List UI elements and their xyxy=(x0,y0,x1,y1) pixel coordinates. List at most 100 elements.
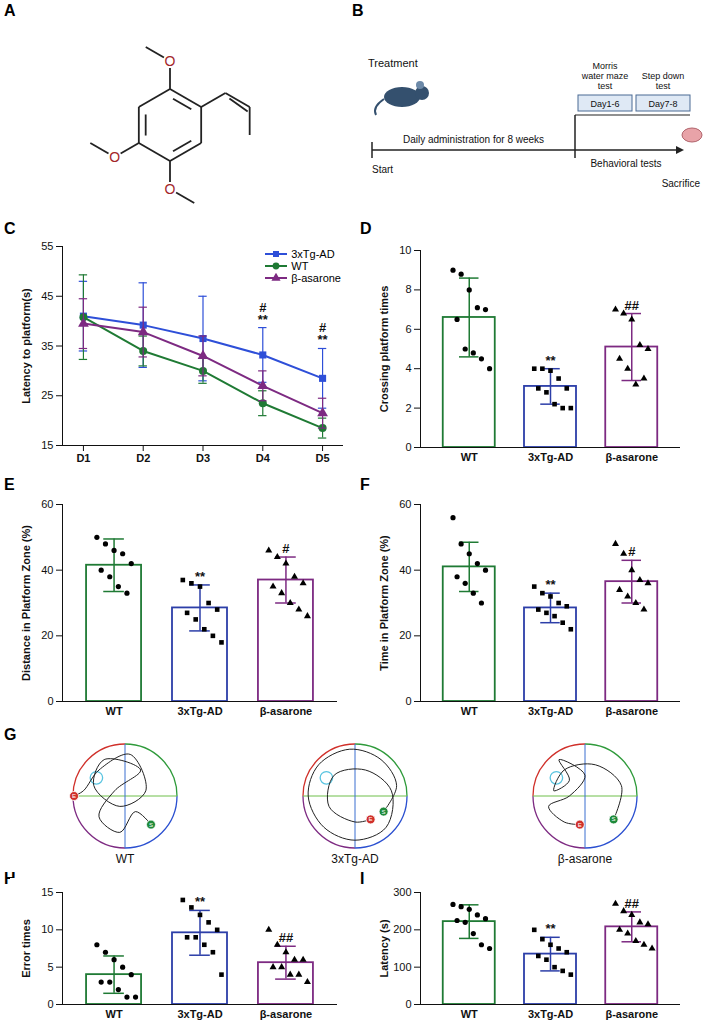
html-text:WT: WT xyxy=(291,260,309,272)
svg-text:Behavioral tests: Behavioral tests xyxy=(590,158,661,169)
svg-text:Daily administration for 8 wee: Daily administration for 8 weeks xyxy=(403,134,544,145)
html-text:β-asarone: β-asarone xyxy=(291,272,341,284)
svg-text:E: E xyxy=(369,816,373,822)
svg-text:WT: WT xyxy=(461,1008,478,1020)
svg-text:25: 25 xyxy=(41,389,53,401)
html-text:E: E xyxy=(4,476,15,493)
svg-text:WT: WT xyxy=(106,705,123,717)
svg-text:**: ** xyxy=(545,577,556,592)
svg-text:#: # xyxy=(282,541,290,556)
svg-text:40: 40 xyxy=(41,564,53,576)
svg-text:Crossing platform times: Crossing platform times xyxy=(378,286,390,413)
svg-text:Start: Start xyxy=(372,164,393,175)
svg-text:##: ## xyxy=(625,896,640,911)
svg-text:6: 6 xyxy=(405,323,411,335)
svg-text:#: # xyxy=(628,544,636,559)
svg-text:β-asarone: β-asarone xyxy=(260,1008,313,1020)
svg-text:15: 15 xyxy=(41,439,53,451)
svg-text:##: ## xyxy=(279,930,294,945)
html-text:B: B xyxy=(352,2,364,19)
svg-text:Day1-6: Day1-6 xyxy=(590,99,619,109)
html-text:C: C xyxy=(4,220,16,237)
svg-text:S: S xyxy=(382,809,386,815)
html-text:A: A xyxy=(4,2,16,19)
html-text:G: G xyxy=(4,726,17,743)
svg-text:S: S xyxy=(612,816,616,822)
svg-text:40: 40 xyxy=(399,564,411,576)
svg-text:β-asarone: β-asarone xyxy=(605,1008,658,1020)
svg-text:test: test xyxy=(656,81,671,91)
html-text:H: H xyxy=(4,870,16,887)
svg-text:3xTg-AD: 3xTg-AD xyxy=(331,852,379,866)
svg-text:O: O xyxy=(165,181,176,197)
svg-text:β-asarone: β-asarone xyxy=(260,705,313,717)
svg-text:WT: WT xyxy=(106,1008,123,1020)
svg-text:**: ** xyxy=(195,894,206,909)
svg-text:3xTg-AD: 3xTg-AD xyxy=(177,705,222,717)
svg-text:**: ** xyxy=(195,569,206,584)
svg-text:60: 60 xyxy=(399,498,411,510)
svg-text:Sacrifice: Sacrifice xyxy=(662,178,701,189)
svg-text:Step down: Step down xyxy=(642,71,685,81)
svg-text:5: 5 xyxy=(47,961,53,973)
html-text:F: F xyxy=(360,476,370,493)
svg-text:20: 20 xyxy=(399,629,411,641)
html-text:3xTg-AD: 3xTg-AD xyxy=(291,248,335,260)
svg-text:20: 20 xyxy=(41,629,53,641)
svg-text:**: ** xyxy=(545,353,556,368)
svg-text:8: 8 xyxy=(405,283,411,295)
svg-text:water maze: water maze xyxy=(581,71,629,81)
html-text:D: D xyxy=(360,220,372,237)
svg-text:β-asarone: β-asarone xyxy=(558,852,613,866)
svg-text:0: 0 xyxy=(405,441,411,453)
svg-text:Error times: Error times xyxy=(20,919,32,978)
svg-text:##: ## xyxy=(625,298,640,313)
svg-text:15: 15 xyxy=(41,886,53,898)
svg-text:300: 300 xyxy=(393,886,411,898)
svg-text:Distance in Platform Zone (%): Distance in Platform Zone (%) xyxy=(20,525,32,681)
svg-text:WT: WT xyxy=(116,852,135,866)
svg-text:D5: D5 xyxy=(316,452,330,464)
svg-text:Time in Platform Zone (%): Time in Platform Zone (%) xyxy=(378,535,390,671)
svg-text:E: E xyxy=(578,822,582,828)
svg-text:O: O xyxy=(165,53,176,69)
svg-text:3xTg-AD: 3xTg-AD xyxy=(177,1008,222,1020)
svg-text:S: S xyxy=(149,822,153,828)
svg-text:D4: D4 xyxy=(256,452,271,464)
svg-text:#: # xyxy=(319,320,327,335)
svg-text:Treatment: Treatment xyxy=(368,57,418,69)
svg-text:55: 55 xyxy=(41,240,53,252)
svg-text:**: ** xyxy=(545,921,556,936)
svg-text:3xTg-AD: 3xTg-AD xyxy=(528,1008,573,1020)
svg-text:#: # xyxy=(259,300,267,315)
svg-text:60: 60 xyxy=(41,498,53,510)
svg-text:4: 4 xyxy=(405,362,411,374)
svg-text:D1: D1 xyxy=(76,452,90,464)
svg-text:3xTg-AD: 3xTg-AD xyxy=(528,705,573,717)
svg-text:10: 10 xyxy=(399,244,411,256)
svg-text:0: 0 xyxy=(405,695,411,707)
svg-text:test: test xyxy=(598,81,613,91)
svg-text:0: 0 xyxy=(405,998,411,1010)
svg-text:Morris: Morris xyxy=(593,61,618,71)
svg-text:WT: WT xyxy=(461,451,478,463)
svg-text:0: 0 xyxy=(47,998,53,1010)
svg-text:45: 45 xyxy=(41,290,53,302)
svg-text:10: 10 xyxy=(41,923,53,935)
svg-text:2: 2 xyxy=(405,402,411,414)
svg-text:200: 200 xyxy=(393,923,411,935)
svg-text:Latency (s): Latency (s) xyxy=(378,919,390,977)
svg-text:D2: D2 xyxy=(136,452,150,464)
svg-text:3xTg-AD: 3xTg-AD xyxy=(528,451,573,463)
svg-text:D3: D3 xyxy=(196,452,210,464)
svg-text:β-asarone: β-asarone xyxy=(605,451,658,463)
svg-text:Latency to platform(s): Latency to platform(s) xyxy=(20,288,32,404)
svg-text:100: 100 xyxy=(393,961,411,973)
svg-text:Day7-8: Day7-8 xyxy=(648,99,677,109)
svg-text:β-asarone: β-asarone xyxy=(605,705,658,717)
svg-text:E: E xyxy=(72,793,76,799)
svg-text:0: 0 xyxy=(47,695,53,707)
svg-text:WT: WT xyxy=(461,705,478,717)
svg-text:35: 35 xyxy=(41,340,53,352)
svg-text:O: O xyxy=(109,149,120,165)
